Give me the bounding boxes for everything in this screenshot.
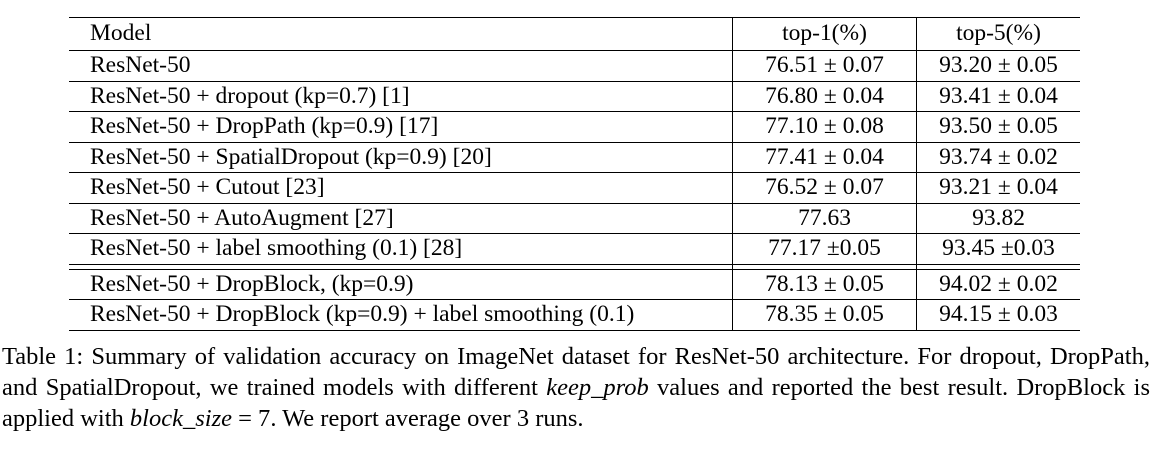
cell-top5: 94.15 ± 0.03 [916, 299, 1080, 331]
table-row: ResNet-50 + dropout (kp=0.7) [1] 76.80 ± … [69, 81, 1080, 112]
caption-tail: . We report average over 3 runs. [270, 405, 584, 432]
caption-eq: = 7 [231, 405, 271, 432]
cell-model: ResNet-50 + DropBlock, (kp=0.9) [69, 268, 733, 300]
caption-mid: values and reported the best result. Dro… [2, 374, 1150, 432]
cell-top5: 93.74 ± 0.02 [916, 142, 1080, 173]
header-top1: top-1(%) [732, 17, 917, 51]
table-body: ResNet-50 76.51 ± 0.07 93.20 ± 0.05 ResNet-… [69, 50, 1080, 331]
cell-top5: 93.50 ± 0.05 [916, 111, 1080, 143]
table-row: ResNet-50 + Cutout [23] 76.52 ± 0.07 93.21… [69, 172, 1080, 204]
cell-top5: 93.45 ±0.03 [916, 233, 1080, 265]
cell-top1: 77.41 ± 0.04 [732, 142, 917, 173]
results-table-container: Model top-1(%) top-5(%) ResNet-50 76.51 ±… [69, 17, 1080, 331]
group-separator [69, 264, 1080, 270]
header-row: Model top-1(%) top-5(%) [69, 17, 1080, 51]
caption-var-block-size: block_size [129, 405, 232, 432]
cell-model: ResNet-50 + label smoothing (0.1) [28] [69, 233, 733, 265]
table-row: ResNet-50 + DropPath (kp=0.9) [17] 77.10 … [69, 111, 1080, 143]
header-model: Model [69, 17, 733, 51]
table-header: Model top-1(%) top-5(%) [69, 17, 1080, 51]
table-row: ResNet-50 + AutoAugment [27] 77.63 93.82 [69, 203, 1080, 234]
cell-top1: 77.10 ± 0.08 [732, 111, 917, 143]
cell-model: ResNet-50 + dropout (kp=0.7) [1] [69, 81, 733, 112]
cell-model: ResNet-50 + Cutout [23] [69, 172, 733, 204]
cell-top5: 93.20 ± 0.05 [916, 50, 1080, 82]
table-row: ResNet-50 76.51 ± 0.07 93.20 ± 0.05 [69, 50, 1080, 82]
cell-model: ResNet-50 + AutoAugment [27] [69, 203, 733, 234]
cell-model: ResNet-50 + DropPath (kp=0.9) [17] [69, 111, 733, 143]
cell-top1: 78.13 ± 0.05 [732, 268, 917, 300]
cell-top5: 93.21 ± 0.04 [916, 172, 1080, 204]
cell-top1: 76.51 ± 0.07 [732, 50, 917, 82]
cell-top5: 93.41 ± 0.04 [916, 81, 1080, 112]
cell-model: ResNet-50 [69, 50, 733, 82]
results-table: Model top-1(%) top-5(%) ResNet-50 76.51 ±… [69, 17, 1080, 331]
cell-top1: 76.80 ± 0.04 [732, 81, 917, 112]
cell-top1: 76.52 ± 0.07 [732, 172, 917, 204]
table-row: ResNet-50 + DropBlock (kp=0.9) + label s… [69, 299, 1080, 331]
cell-model: ResNet-50 + DropBlock (kp=0.9) + label s… [69, 299, 733, 331]
cell-top1: 77.17 ±0.05 [732, 233, 917, 265]
cell-top1: 77.63 [732, 203, 917, 234]
table-row: ResNet-50 + DropBlock, (kp=0.9) 78.13 ± 0… [69, 268, 1080, 300]
separator-cell [732, 264, 917, 270]
separator-cell [916, 264, 1080, 270]
table-row: ResNet-50 + SpatialDropout (kp=0.9) [20]… [69, 142, 1080, 173]
table-row: ResNet-50 + label smoothing (0.1) [28] 77… [69, 233, 1080, 265]
cell-top1: 78.35 ± 0.05 [732, 299, 917, 331]
caption-var-keep-prob: keep_prob [546, 374, 649, 401]
cell-top5: 93.82 [916, 203, 1080, 234]
table-caption: Table 1: Summary of validation accuracy … [2, 341, 1150, 434]
cell-model: ResNet-50 + SpatialDropout (kp=0.9) [20] [69, 142, 733, 173]
header-top5: top-5(%) [916, 17, 1080, 51]
cell-top5: 94.02 ± 0.02 [916, 268, 1080, 300]
separator-cell [69, 264, 733, 270]
caption-lead: Table 1: Summary of validation accuracy … [2, 343, 1150, 401]
